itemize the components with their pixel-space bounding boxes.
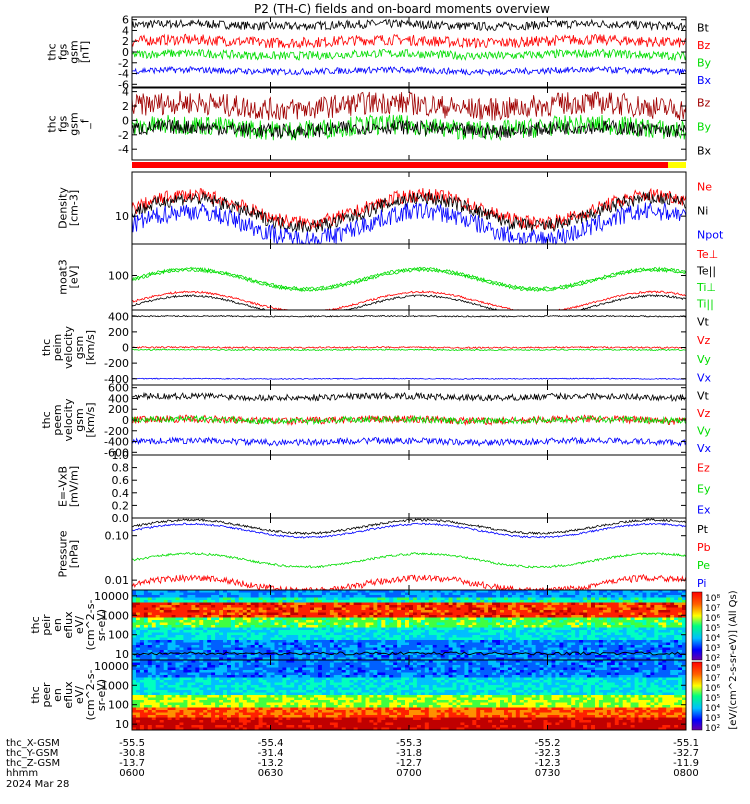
y-tick-label: -2 [118,129,129,142]
legend-label-Pi: Pi [697,577,706,590]
legend-label-Ni: Ni [697,204,708,217]
y-tick-label: 100 [108,629,129,642]
legend-label-Ti||: Ti|| [696,297,714,310]
y-axis-label: [eV] [68,266,81,289]
legend-label-Bz: Bz [697,39,711,52]
page-title: P2 (TH-C) fields and on-board moments ov… [254,2,550,16]
legend-label-Vy: Vy [697,353,711,366]
series-line-Vy [132,349,686,351]
panel-frame [132,172,686,244]
legend-label-Vy: Vy [697,425,711,438]
legend-label-Bz: Bz [697,96,711,109]
series-line-Vt [132,316,686,318]
series-line-Ti|| [132,269,686,291]
series-line-Vx [132,378,686,379]
series-line-Vt [132,393,686,401]
legend-label-By: By [697,57,712,70]
series-line-Bz [132,91,686,120]
series-line-By [132,49,686,60]
legend-label-Vt: Vt [697,390,710,403]
y-axis-label: [mV/m] [68,466,81,507]
y-tick-label: 0.10 [105,530,130,543]
legend-label-Te||: Te|| [696,264,716,277]
panel-frame [132,17,686,87]
legend-label-Npot: Npot [697,228,724,241]
legend-label-Pt: Pt [697,523,709,536]
y-tick-label: 100 [108,269,129,282]
y-tick-label: -4 [118,143,129,156]
y-tick-label: 0 [122,342,129,355]
y-tick-label: 0.4 [112,487,130,500]
legend-label-Vx: Vx [697,442,712,455]
flag-bar-end [668,162,686,168]
y-tick-label: 400 [108,310,129,323]
legend-label-Vz: Vz [697,334,711,347]
panel-peir-eflux: 10000100010010thcpeirenefluxeV/(cm^2-s-s… [29,590,687,661]
flag-bar [132,162,668,168]
series-line-Bz [132,34,686,48]
legend-label-Vz: Vz [697,407,711,420]
panel-peer-eflux: 10000100010010thcpeerenefluxeV/(cm^2-s-s… [29,660,687,731]
legend-label-Ez: Ez [697,462,710,475]
legend-label-Ti⊥: Ti⊥ [696,281,716,294]
y-axis-label: [nPa] [68,540,81,568]
y-tick-label: 0.0 [112,512,130,525]
y-tick-label: 200 [108,326,129,339]
legend-label-Bx: Bx [697,144,712,157]
panels: 6420-2-4-6thcfgsgsm[nT]BtBzByBx420-2-4th… [29,14,724,731]
legend-label-Vx: Vx [697,372,712,385]
legend-label-Bx: Bx [697,74,712,87]
series-line-Pe [132,553,686,568]
y-axis-label: [km/s] [84,330,97,365]
legend-label-Ey: Ey [697,483,711,496]
y-tick-label: -200 [104,357,129,370]
y-tick-label: 0.8 [112,462,130,475]
panel-peim-velocity: 4002000-200-400thcpeimvelocitygsm[km/s]V… [40,310,712,386]
y-axis-label: sr-eV) [95,609,108,641]
panel-peem-velocity: 6004002000-200-400-600thcpeemvelocitygsm… [40,382,712,460]
legend-label-Vt: Vt [697,315,710,328]
legend-label-Ne: Ne [697,180,712,193]
y-tick-label: 10000 [94,590,129,603]
legend-label-Pe: Pe [697,559,710,572]
y-tick-label: 2 [122,100,129,113]
y-tick-label: 1.0 [112,449,130,462]
y-axis-label: _f [79,118,92,130]
y-tick-label: 0.6 [112,474,130,487]
legend-label-Bt: Bt [697,22,710,35]
series-line-Vx [132,438,686,446]
legend-label-Te⊥: Te⊥ [696,248,718,261]
legend-label-By: By [697,120,712,133]
y-tick-label: 0.01 [105,574,130,587]
panel-frame [132,455,686,518]
series-line-Bx [132,67,686,75]
y-axis-label: [nT] [79,41,92,63]
legend-label-Pb: Pb [697,541,711,554]
y-tick-label: 0 [122,114,129,127]
legend-label-Ex: Ex [697,504,711,517]
series-line-Vz [132,347,686,349]
y-tick-label: 10 [115,210,129,223]
y-tick-label: 0.2 [112,499,130,512]
y-axis-label: [cm-3] [68,190,81,226]
y-tick-label: 4 [122,86,129,99]
y-axis-label: [km/s] [84,402,97,437]
